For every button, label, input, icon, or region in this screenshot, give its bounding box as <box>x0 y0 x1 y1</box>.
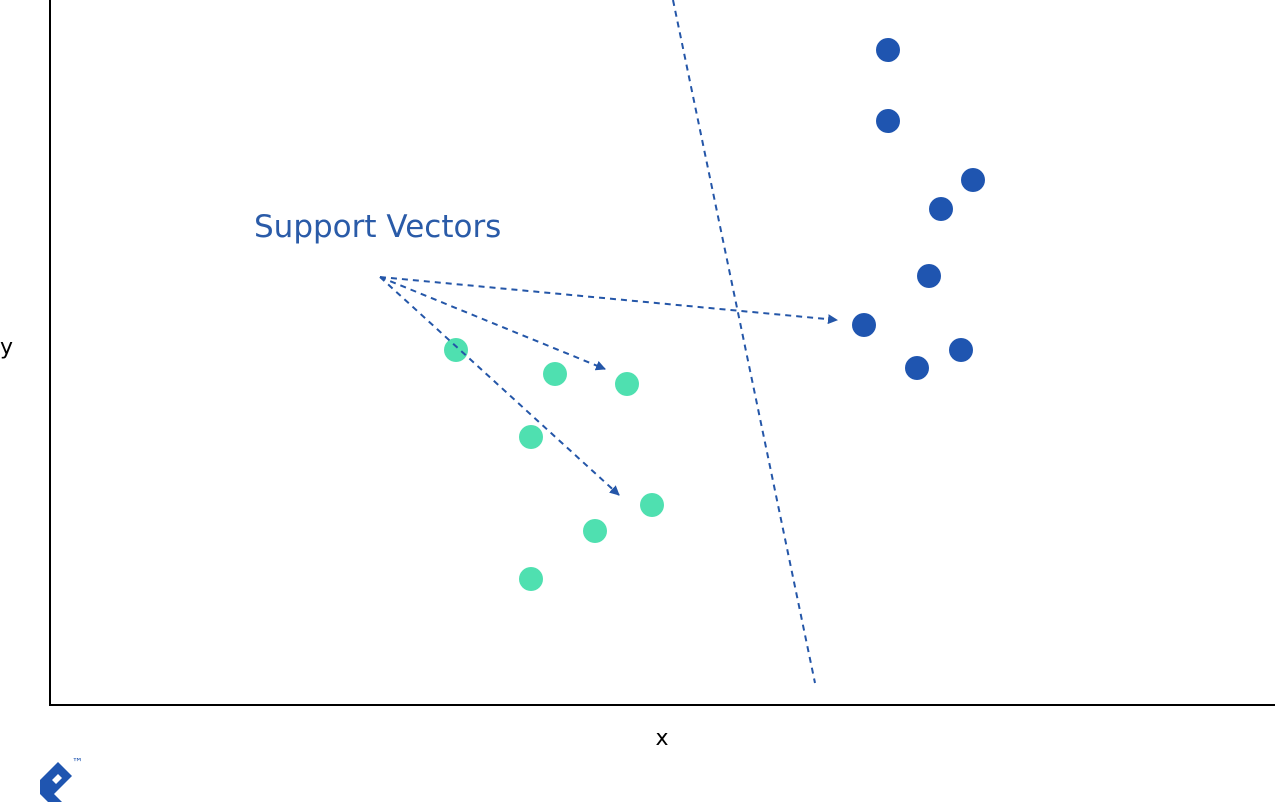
point <box>640 493 664 517</box>
point <box>961 168 985 192</box>
annotation: Support Vectors <box>254 209 501 245</box>
arrow <box>379 276 838 325</box>
green-class <box>444 338 664 591</box>
point <box>929 197 953 221</box>
point <box>615 372 639 396</box>
logo: ™ <box>40 756 83 802</box>
x-axis-label: x <box>655 726 668 751</box>
arrow <box>379 276 606 371</box>
point <box>583 519 607 543</box>
blue-class <box>852 38 985 380</box>
point <box>444 338 468 362</box>
separating-hyperplane <box>672 0 816 684</box>
point <box>876 109 900 133</box>
arrow <box>379 276 620 496</box>
point <box>543 362 567 386</box>
y-axis-label: y <box>0 335 13 360</box>
point <box>876 38 900 62</box>
point <box>519 425 543 449</box>
point <box>905 356 929 380</box>
point <box>519 567 543 591</box>
point <box>917 264 941 288</box>
logo-mark <box>40 762 72 802</box>
point <box>852 313 876 337</box>
trademark: ™ <box>72 756 83 769</box>
point <box>949 338 973 362</box>
